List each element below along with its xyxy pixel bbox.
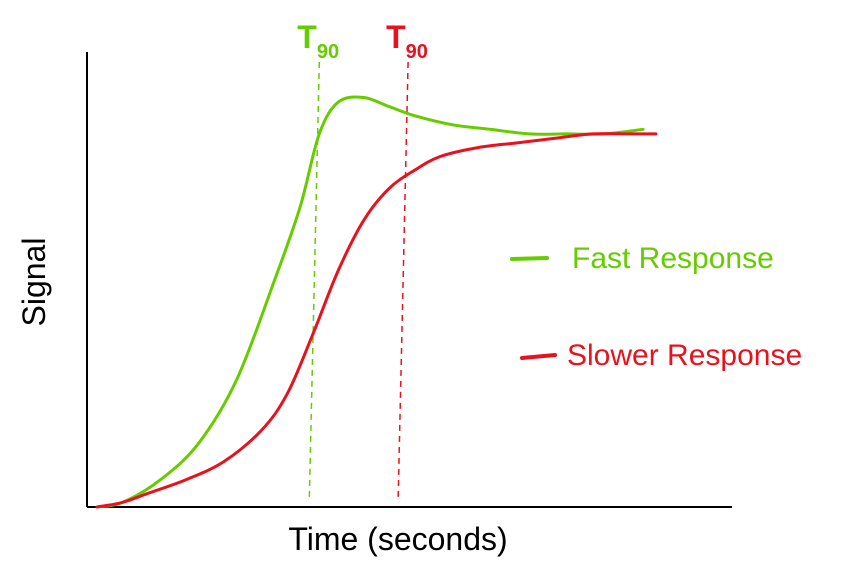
legend-swatch-fast <box>510 256 549 261</box>
legend-swatch-slow <box>520 353 557 360</box>
fast-response-line <box>95 95 645 509</box>
x-axis-label: Time (seconds) <box>288 521 507 557</box>
slower-response-line <box>95 132 658 509</box>
t90-fast-label: T90 <box>297 19 339 63</box>
t90-fast-marker-line <box>308 61 321 501</box>
legend-label-slow: Slower Response <box>567 339 802 372</box>
legend-label-fast: Fast Response <box>572 242 774 275</box>
t90-slow-marker-line <box>397 61 409 501</box>
y-axis-label: Signal <box>16 238 52 327</box>
t90-slow-label: T90 <box>386 19 428 63</box>
